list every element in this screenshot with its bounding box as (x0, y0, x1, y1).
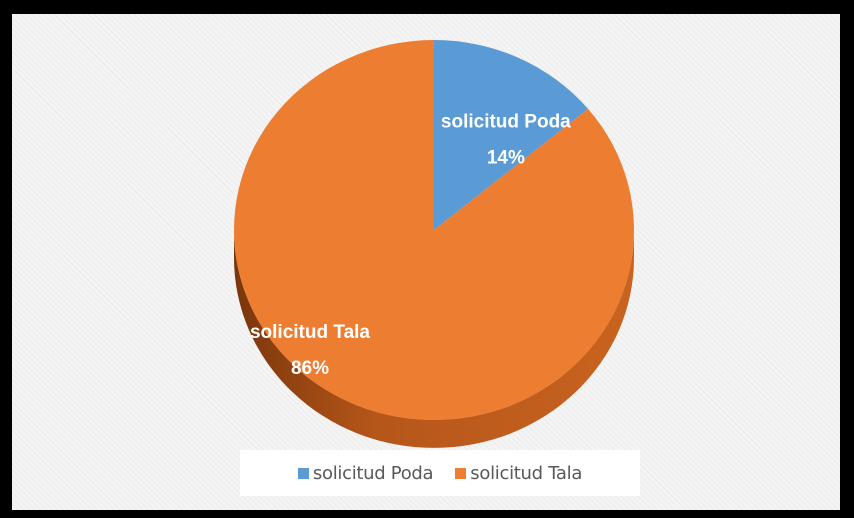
legend-item-tala[interactable]: solicitud Tala (455, 463, 582, 484)
data-label-tala-value: 86% (291, 358, 329, 379)
legend-item-poda[interactable]: solicitud Poda (297, 462, 434, 484)
data-label-poda-value: 14% (487, 147, 525, 168)
legend-label-tala: solicitud Tala (470, 462, 583, 484)
pie-slice-tala[interactable] (233, 40, 634, 420)
plot-area: solicitud Poda 14% solicitud Tala 86% solic… (12, 14, 840, 510)
pie-data-labels: solicitud Poda 14% solicitud Tala 86% (250, 111, 571, 379)
legend-swatch-tala (455, 467, 467, 479)
pie-slices (233, 40, 634, 420)
data-label-poda-name: solicitud Poda (441, 111, 571, 132)
pie-chart: solicitud Poda 14% solicitud Tala 86% (233, 40, 634, 448)
pie-slice-poda[interactable] (434, 40, 589, 230)
data-label-tala-name: solicitud Tala (250, 322, 370, 343)
legend-swatch-poda (297, 467, 309, 479)
chart-legend: solicitud Poda solicitud Tala (240, 450, 640, 496)
legend-label-poda: solicitud Poda (312, 462, 434, 484)
